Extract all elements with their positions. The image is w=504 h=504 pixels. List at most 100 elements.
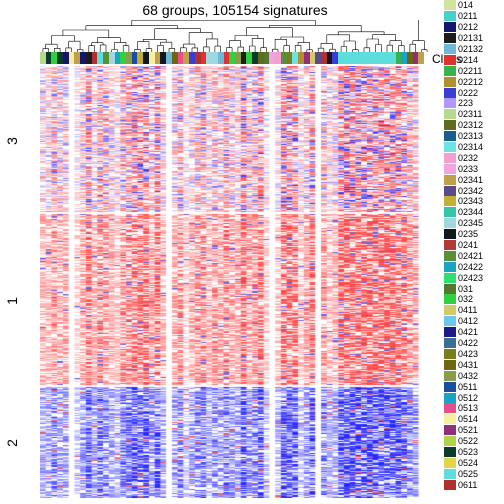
legend-swatch	[444, 349, 456, 359]
legend-label: 02211	[458, 66, 482, 76]
legend-label: 0512	[458, 393, 478, 403]
legend-item: 02344	[444, 207, 504, 218]
legend-item: 02423	[444, 272, 504, 283]
legend-item: 0232	[444, 152, 504, 163]
legend-swatch	[444, 77, 456, 87]
legend-swatch	[444, 120, 456, 130]
row-block-label: 1	[4, 297, 20, 305]
legend-label: 0411	[458, 305, 477, 315]
dendrogram	[40, 20, 430, 52]
legend-item: 0514	[444, 414, 504, 425]
legend-label: 0235	[458, 229, 478, 239]
legend-swatch	[444, 0, 456, 10]
legend-item: 0411	[444, 305, 504, 316]
legend-item: 0214	[444, 54, 504, 65]
legend-label: 0611	[458, 480, 477, 490]
legend-swatch	[444, 273, 456, 283]
legend-item: 0422	[444, 338, 504, 349]
legend-label: 02311	[458, 109, 482, 119]
legend-swatch	[444, 425, 456, 435]
legend-swatch	[444, 327, 456, 337]
legend-label: 0514	[458, 414, 478, 424]
legend-swatch	[444, 251, 456, 261]
legend-swatch	[444, 196, 456, 206]
legend-swatch	[444, 229, 456, 239]
legend-label: 02131	[458, 33, 483, 43]
legend-label: 02313	[458, 131, 483, 141]
legend-item: 0521	[444, 425, 504, 436]
row-block-labels: 3 1 2	[0, 66, 40, 498]
legend-swatch	[444, 218, 456, 228]
class-cell	[424, 52, 430, 64]
legend-swatch	[444, 480, 456, 490]
legend-item: 0233	[444, 163, 504, 174]
legend-label: 0431	[458, 360, 478, 370]
legend-swatch	[444, 240, 456, 250]
legend-swatch	[444, 371, 456, 381]
legend-item: 0212	[444, 22, 504, 33]
legend-label: 0233	[458, 164, 478, 174]
legend-label: 0222	[458, 88, 478, 98]
legend-label: 0412	[458, 316, 478, 326]
legend-item: 0421	[444, 327, 504, 338]
legend-item: 032	[444, 294, 504, 305]
legend-swatch	[444, 469, 456, 479]
legend-swatch	[444, 305, 456, 315]
legend-label: 02343	[458, 196, 483, 206]
legend-swatch	[444, 142, 456, 152]
legend-label: 0432	[458, 371, 478, 381]
legend-item: 0412	[444, 316, 504, 327]
legend-label: 0521	[458, 425, 478, 435]
legend-item: 02341	[444, 174, 504, 185]
legend-item: 02131	[444, 33, 504, 44]
legend-label: 0423	[458, 349, 478, 359]
legend-item: 0525	[444, 468, 504, 479]
legend-item: 0241	[444, 240, 504, 251]
legend-swatch	[444, 207, 456, 217]
legend-item: 02212	[444, 76, 504, 87]
legend-item: 02421	[444, 250, 504, 261]
legend-label: 02312	[458, 120, 483, 130]
row-block-label: 3	[4, 137, 20, 145]
legend-swatch	[444, 88, 456, 98]
legend-label: 0524	[458, 458, 478, 468]
legend-item: 0235	[444, 229, 504, 240]
legend-swatch	[444, 262, 456, 272]
legend-item: 0524	[444, 457, 504, 468]
legend-item: 02345	[444, 218, 504, 229]
legend-label: 0511	[458, 382, 477, 392]
legend-swatch	[444, 66, 456, 76]
legend-swatch	[444, 403, 456, 413]
legend-item: 02314	[444, 142, 504, 153]
legend-label: 0522	[458, 436, 478, 446]
legend-item: 0431	[444, 359, 504, 370]
legend-swatch	[444, 22, 456, 32]
legend-item: 02311	[444, 109, 504, 120]
legend-swatch	[444, 360, 456, 370]
legend-swatch	[444, 382, 456, 392]
legend-label: 02314	[458, 142, 483, 152]
legend-label: 0214	[458, 55, 478, 65]
legend-label: 0525	[458, 469, 478, 479]
legend-label: 032	[458, 294, 473, 304]
legend-label: 0212	[458, 22, 478, 32]
legend-item: 02211	[444, 65, 504, 76]
legend-swatch	[444, 393, 456, 403]
legend-swatch	[444, 436, 456, 446]
legend-label: 031	[458, 284, 473, 294]
legend-label: 0232	[458, 153, 478, 163]
legend-item: 0222	[444, 87, 504, 98]
legend-item: 0522	[444, 436, 504, 447]
legend-swatch	[444, 109, 456, 119]
legend-swatch	[444, 44, 456, 54]
legend-item: 0423	[444, 349, 504, 360]
legend-item: 014	[444, 0, 504, 11]
class-color-bar	[40, 52, 430, 64]
legend-item: 0523	[444, 447, 504, 458]
legend-label: 0422	[458, 338, 478, 348]
row-block-label: 2	[4, 439, 20, 447]
legend-swatch	[444, 131, 456, 141]
legend-swatch	[444, 458, 456, 468]
legend-item: 0513	[444, 403, 504, 414]
legend-label: 02212	[458, 77, 483, 87]
